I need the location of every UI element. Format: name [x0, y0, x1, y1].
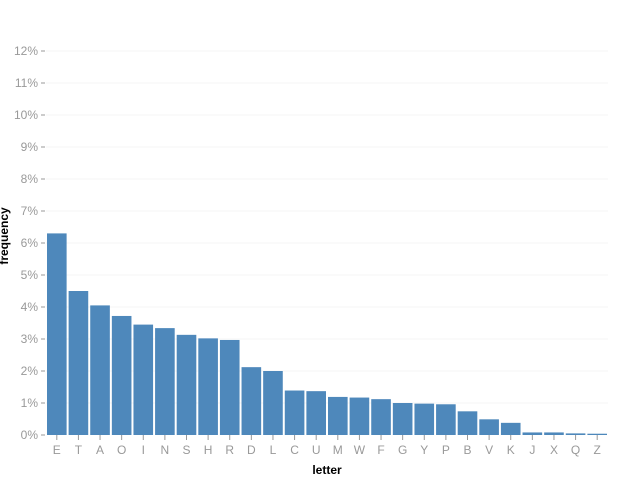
- x-tick-label: M: [333, 443, 343, 457]
- x-tick-label: G: [398, 443, 407, 457]
- x-tick-label: S: [182, 443, 190, 457]
- x-tick-label: T: [75, 443, 83, 457]
- y-tick-label: 12%: [14, 44, 38, 58]
- bar-m: [328, 396, 348, 435]
- x-tick-label: H: [204, 443, 213, 457]
- x-tick-label: Q: [571, 443, 580, 457]
- bar-w: [349, 397, 370, 435]
- x-tick-label: U: [312, 443, 321, 457]
- y-tick-label: 6%: [21, 236, 39, 250]
- x-tick-label: I: [142, 443, 145, 457]
- bar-l: [263, 371, 283, 435]
- bar-b: [457, 411, 478, 435]
- bar-s: [176, 334, 197, 435]
- x-tick-label: O: [117, 443, 126, 457]
- x-tick-label: P: [442, 443, 450, 457]
- x-tick-label: Y: [420, 443, 428, 457]
- y-tick-label: 0%: [21, 428, 39, 442]
- bar-p: [436, 404, 456, 435]
- bar-h: [198, 338, 218, 435]
- bar-k: [500, 422, 521, 435]
- x-tick-label: V: [485, 443, 493, 457]
- x-tick-label: E: [53, 443, 61, 457]
- x-axis-title: letter: [312, 463, 342, 477]
- x-tick-label: L: [270, 443, 277, 457]
- x-tick-label: D: [247, 443, 256, 457]
- bar-y: [414, 403, 435, 435]
- x-tick-label: J: [529, 443, 535, 457]
- x-tick-label: X: [550, 443, 558, 457]
- y-axis: 0% 1% 2% 3% 4% 5% 6% 7% 8% 9% 10% 11% 12%: [14, 44, 45, 442]
- bar-j: [522, 432, 543, 435]
- x-tick-label: F: [377, 443, 384, 457]
- bar-n: [155, 328, 175, 435]
- x-tick-label: W: [354, 443, 366, 457]
- x-tick-label: C: [290, 443, 299, 457]
- y-tick-label: 3%: [21, 332, 39, 346]
- bars: [47, 233, 607, 435]
- bar-v: [479, 419, 499, 435]
- y-tick-label: 9%: [21, 140, 39, 154]
- bar-c: [284, 390, 305, 435]
- bar-t: [68, 291, 89, 435]
- bar-d: [241, 367, 262, 435]
- bar-q: [565, 433, 586, 435]
- x-tick-label: R: [225, 443, 234, 457]
- x-tick-label: K: [507, 443, 515, 457]
- bar-o: [111, 315, 132, 435]
- y-tick-label: 2%: [21, 364, 39, 378]
- bar-x: [544, 432, 564, 435]
- bar-f: [371, 399, 391, 435]
- bar-r: [219, 339, 240, 435]
- bar-g: [392, 403, 413, 435]
- y-axis-title: frequency: [0, 207, 11, 265]
- y-tick-label: 10%: [14, 108, 38, 122]
- y-tick-label: 11%: [15, 76, 38, 90]
- bar-u: [306, 391, 326, 435]
- y-tick-label: 4%: [21, 300, 39, 314]
- x-tick-label: B: [463, 443, 471, 457]
- bar-e: [47, 233, 67, 435]
- y-tick-label: 7%: [21, 204, 39, 218]
- y-tick-label: 8%: [21, 172, 39, 186]
- y-tick-label: 1%: [21, 396, 39, 410]
- x-tick-label: N: [161, 443, 170, 457]
- bar-i: [133, 324, 154, 435]
- x-tick-label: A: [96, 443, 104, 457]
- y-tick-label: 5%: [21, 268, 39, 282]
- bar-a: [90, 305, 110, 435]
- x-tick-label: Z: [594, 443, 601, 457]
- bar-z: [587, 433, 607, 435]
